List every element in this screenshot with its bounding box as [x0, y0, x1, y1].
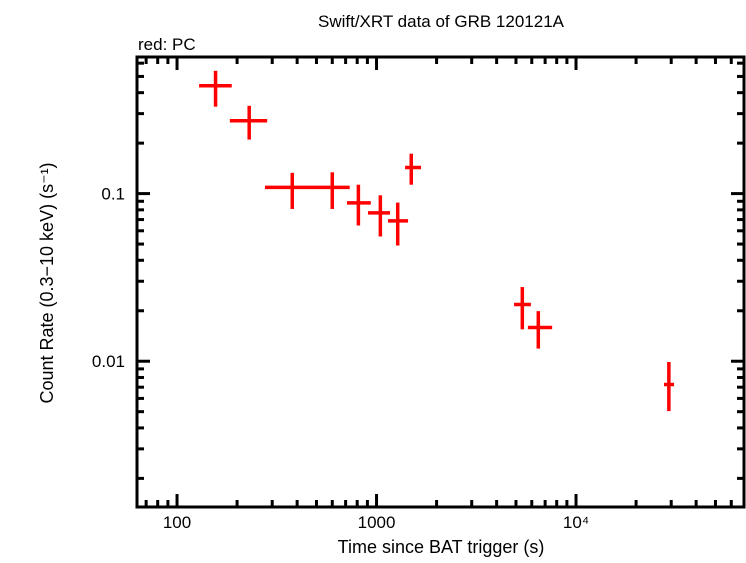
- axis-ticks: [137, 57, 744, 507]
- data-point: [527, 311, 553, 349]
- data-point: [330, 172, 350, 209]
- y-tick-label: 0.01: [92, 352, 125, 371]
- y-axis-label: Count Rate (0.3−10 keV) (s⁻¹): [37, 162, 57, 403]
- data-point: [405, 153, 422, 185]
- data-point: [229, 105, 268, 140]
- data-point: [388, 202, 409, 246]
- x-tick-label: 10⁴: [563, 513, 589, 532]
- data-point: [514, 287, 531, 330]
- legend-note: red: PC: [138, 35, 196, 54]
- data-point: [367, 195, 391, 237]
- chart-title: Swift/XRT data of GRB 120121A: [318, 12, 565, 31]
- data-point: [663, 361, 675, 412]
- data-point: [199, 70, 232, 107]
- data-point: [264, 172, 331, 209]
- x-tick-label: 100: [163, 513, 191, 532]
- y-tick-label: 0.1: [101, 185, 125, 204]
- x-tick-label: 1000: [358, 513, 396, 532]
- x-axis-label: Time since BAT trigger (s): [338, 537, 545, 557]
- tick-labels: 100 1000 10⁴ 0.1 0.01: [92, 185, 589, 532]
- data-points: [199, 70, 675, 412]
- plot-frame: [135, 55, 746, 509]
- data-point: [346, 184, 371, 226]
